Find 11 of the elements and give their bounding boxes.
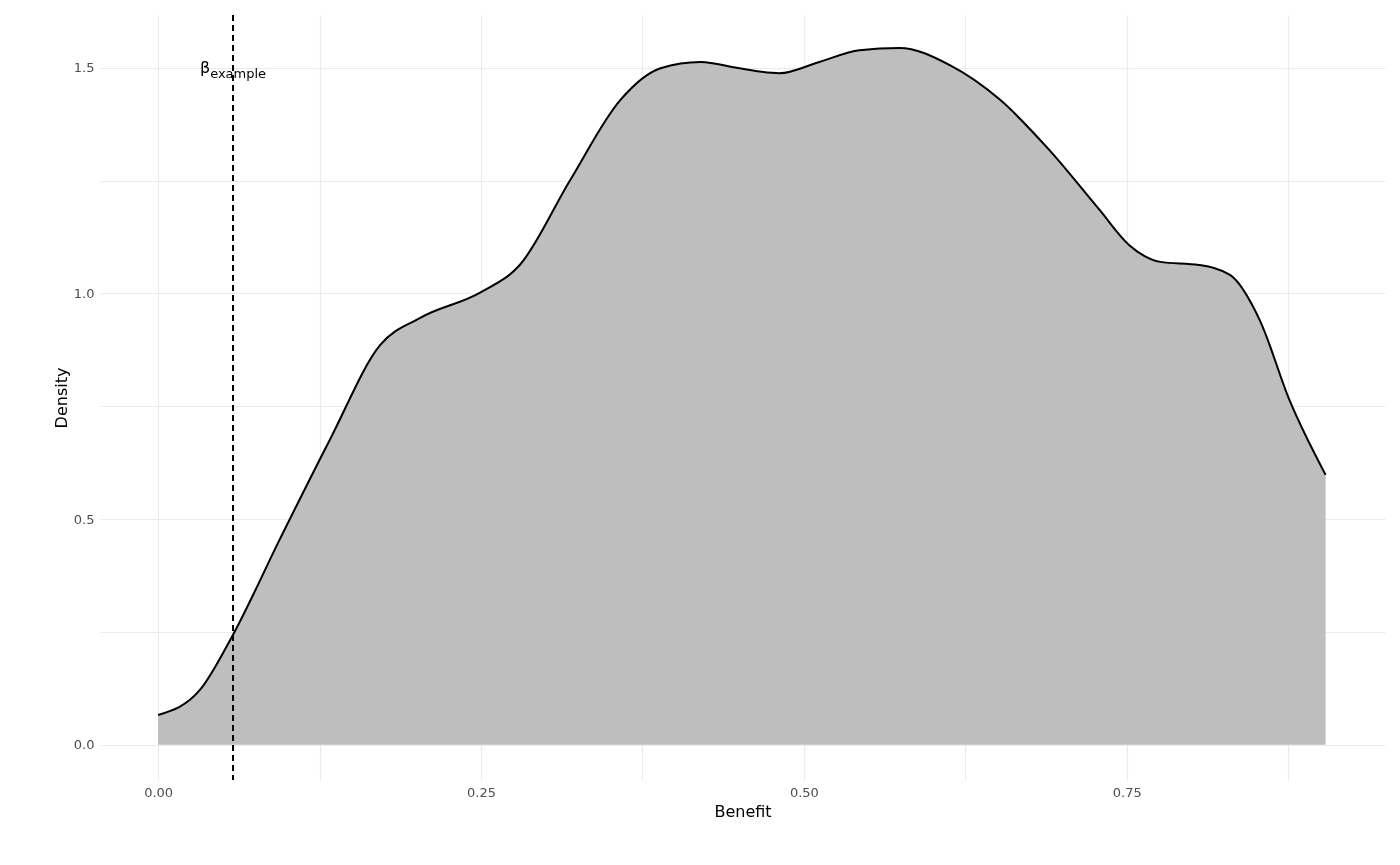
y-tick-label: 1.0 xyxy=(73,285,95,301)
annotation: β$_{example}$ xyxy=(199,57,267,81)
x-tick-label: 0.75 xyxy=(1112,784,1142,800)
x-tick-label: 0.50 xyxy=(789,784,819,800)
y-tick-label: 0.5 xyxy=(73,511,95,527)
y-tick-label: 0.0 xyxy=(73,737,95,753)
x-axis-title: Benefit xyxy=(714,801,772,821)
x-tick-label: 0.25 xyxy=(467,784,496,800)
y-tick-label: 1.5 xyxy=(73,60,95,76)
y-axis-title: Density xyxy=(51,367,71,429)
x-tick-label: 0.00 xyxy=(144,784,174,800)
